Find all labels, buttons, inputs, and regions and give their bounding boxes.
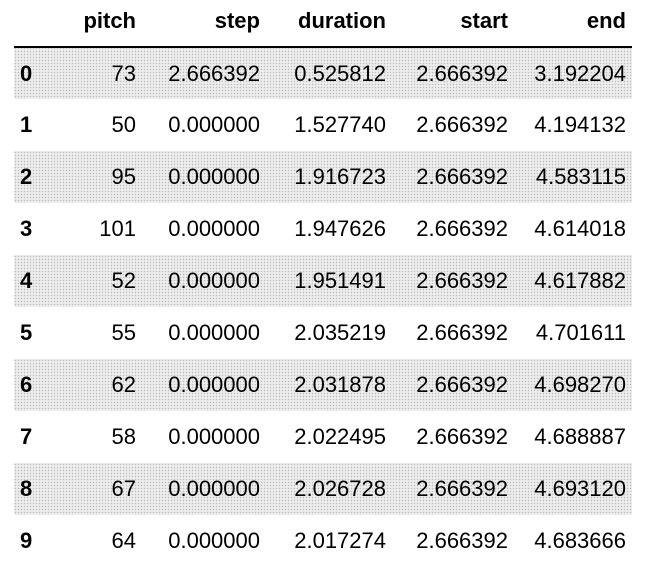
cell-end: 4.614018 xyxy=(534,216,626,241)
cell-step: 0.000000 xyxy=(168,372,260,397)
row-index: 2 xyxy=(20,164,33,189)
table-row: 0 73 2.666392 0.525812 2.666392 3.192204 xyxy=(14,46,632,99)
row-index: 1 xyxy=(20,112,33,137)
row-index: 9 xyxy=(20,528,33,553)
dataframe-table: pitch step duration start end 0 73 2.666… xyxy=(14,0,632,567)
row-index: 3 xyxy=(20,216,33,241)
cell-end: 4.698270 xyxy=(534,372,626,397)
cell-duration: 0.525812 xyxy=(266,46,392,99)
table-row: 8 67 0.000000 2.026728 2.666392 4.693120 xyxy=(14,463,632,515)
cell-step: 2.666392 xyxy=(142,46,266,99)
cell-end: 4.617882 xyxy=(534,268,626,293)
cell-start: 2.666392 xyxy=(392,46,514,99)
table-row: 1 50 0.000000 1.527740 2.666392 4.194132 xyxy=(14,99,632,151)
table-row: 4 52 0.000000 1.951491 2.666392 4.617882 xyxy=(14,255,632,307)
cell-pitch: 50 xyxy=(111,112,136,137)
cell-duration: 2.035219 xyxy=(294,320,386,345)
cell-start: 2.666392 xyxy=(416,216,508,241)
cell-step: 0.000000 xyxy=(168,528,260,553)
cell-duration: 2.026728 xyxy=(294,476,386,501)
row-index: 0 xyxy=(14,46,58,99)
cell-pitch: 55 xyxy=(111,320,136,345)
cell-step: 0.000000 xyxy=(168,424,260,449)
cell-pitch: 73 xyxy=(58,46,142,99)
column-header-step: step xyxy=(142,0,266,48)
cell-start: 2.666392 xyxy=(416,476,508,501)
cell-duration: 2.022495 xyxy=(294,424,386,449)
column-header-pitch: pitch xyxy=(58,0,142,48)
column-header-duration: duration xyxy=(266,0,392,48)
cell-step: 0.000000 xyxy=(168,268,260,293)
table-row: 2 95 0.000000 1.916723 2.666392 4.583115 xyxy=(14,151,632,203)
column-header-start: start xyxy=(392,0,514,48)
cell-pitch: 52 xyxy=(111,268,136,293)
cell-start: 2.666392 xyxy=(416,424,508,449)
cell-start: 2.666392 xyxy=(416,164,508,189)
table-row: 9 64 0.000000 2.017274 2.666392 4.683666 xyxy=(14,515,632,567)
cell-end: 4.583115 xyxy=(535,164,626,189)
row-index: 8 xyxy=(20,476,33,501)
cell-end: 4.701611 xyxy=(535,320,626,345)
cell-duration: 1.916723 xyxy=(294,164,386,189)
cell-end: 3.192204 xyxy=(514,46,632,99)
cell-duration: 1.947626 xyxy=(294,216,386,241)
cell-start: 2.666392 xyxy=(416,372,508,397)
column-header-end: end xyxy=(514,0,632,48)
cell-start: 2.666392 xyxy=(416,268,508,293)
cell-step: 0.000000 xyxy=(168,320,260,345)
table-row: 3 101 0.000000 1.947626 2.666392 4.61401… xyxy=(14,203,632,255)
table-header-row: pitch step duration start end xyxy=(14,0,632,48)
cell-end: 4.194132 xyxy=(534,112,626,137)
cell-duration: 1.951491 xyxy=(294,268,386,293)
cell-step: 0.000000 xyxy=(168,216,260,241)
cell-duration: 2.017274 xyxy=(294,528,386,553)
cell-end: 4.693120 xyxy=(534,476,626,501)
cell-step: 0.000000 xyxy=(168,164,260,189)
cell-start: 2.666392 xyxy=(416,528,508,553)
table-row: 6 62 0.000000 2.031878 2.666392 4.698270 xyxy=(14,359,632,411)
cell-step: 0.000000 xyxy=(168,112,260,137)
row-index: 6 xyxy=(20,372,33,397)
cell-pitch: 64 xyxy=(111,528,136,553)
cell-pitch: 101 xyxy=(99,216,136,241)
cell-step: 0.000000 xyxy=(168,476,260,501)
cell-pitch: 95 xyxy=(111,164,136,189)
index-header xyxy=(14,0,58,48)
cell-end: 4.688887 xyxy=(534,424,626,449)
row-index: 4 xyxy=(20,268,33,293)
cell-end: 4.683666 xyxy=(534,528,626,553)
cell-pitch: 58 xyxy=(111,424,136,449)
cell-start: 2.666392 xyxy=(416,320,508,345)
cell-duration: 2.031878 xyxy=(294,372,386,397)
table-row: 7 58 0.000000 2.022495 2.666392 4.688887 xyxy=(14,411,632,463)
row-index: 7 xyxy=(20,424,33,449)
cell-pitch: 62 xyxy=(111,372,136,397)
cell-start: 2.666392 xyxy=(416,112,508,137)
cell-duration: 1.527740 xyxy=(294,112,386,137)
cell-pitch: 67 xyxy=(111,476,136,501)
row-index: 5 xyxy=(20,320,33,345)
table-row: 5 55 0.000000 2.035219 2.666392 4.701611 xyxy=(14,307,632,359)
